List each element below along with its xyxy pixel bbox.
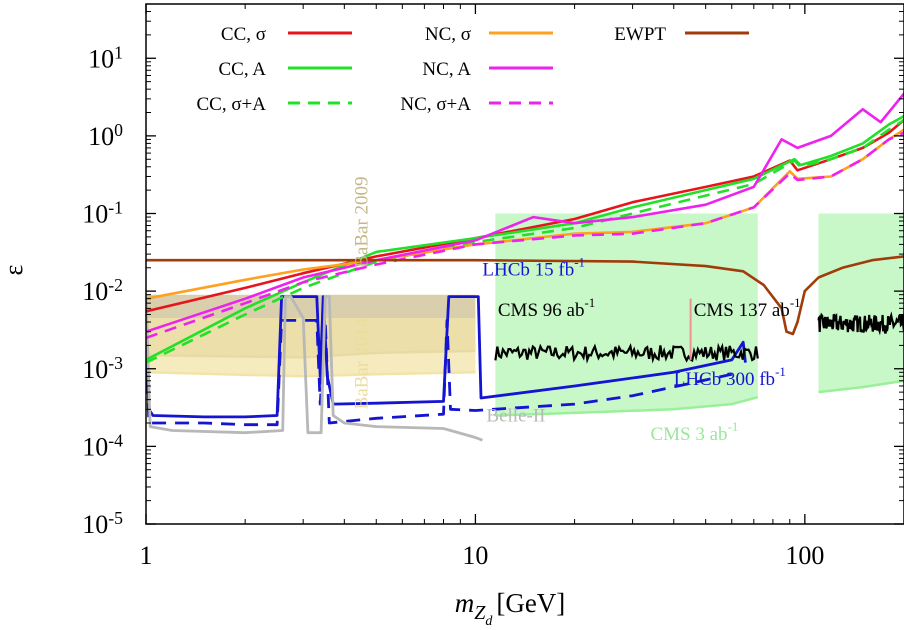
annotation-7: CMS 3 ab-1 bbox=[650, 419, 738, 445]
x-tick-label: 100 bbox=[785, 541, 824, 570]
annotation-0: BaBar 2009 bbox=[351, 176, 372, 267]
y-tick-label: 101 bbox=[88, 42, 123, 73]
cms-curve-1 bbox=[817, 311, 904, 336]
region-edge-1 bbox=[146, 371, 476, 378]
y-tick-label: 100 bbox=[88, 120, 123, 151]
annotation-3: CMS 96 ab-1 bbox=[498, 295, 595, 321]
legend-label-5: NC, σ+A bbox=[400, 94, 471, 115]
legend-label-3: NC, σ bbox=[425, 24, 471, 45]
limit-curve-1 bbox=[146, 311, 733, 427]
data-curves bbox=[146, 92, 904, 442]
limit-curve-2 bbox=[146, 295, 483, 442]
legend-label-6: EWPT bbox=[614, 24, 666, 45]
series-line-4 bbox=[146, 92, 904, 333]
annotation-1: BaBar 2014 bbox=[351, 318, 372, 410]
y-tick-label: 10-2 bbox=[82, 275, 123, 306]
series-line-5 bbox=[146, 131, 904, 340]
axis-ticks: 10-5 10-4 10-3 10-2 10-1 100 101 1 10 100 bbox=[82, 3, 904, 570]
annotation-2: LHCb 15 fb-1 bbox=[482, 254, 585, 280]
region-edge-2 bbox=[495, 395, 759, 417]
legend: CC, σ CC, A CC, σ+A NC, σ NC, A NC, σ+A EWPT bbox=[196, 24, 749, 115]
annotation-5: LHCb 300 fb-1 bbox=[674, 364, 786, 390]
x-tick-label: 1 bbox=[140, 541, 153, 570]
y-tick-label: 10-5 bbox=[82, 508, 123, 539]
region-3 bbox=[818, 213, 904, 393]
x-tick-label: 10 bbox=[462, 541, 488, 570]
legend-label-4: NC, A bbox=[422, 59, 471, 80]
y-tick-label: 10-4 bbox=[82, 430, 123, 461]
legend-label-0: CC, σ bbox=[221, 24, 266, 45]
region-edge-3 bbox=[818, 379, 904, 394]
annotation-4: CMS 137 ab-1 bbox=[694, 295, 801, 321]
annotation-6: Belle-II bbox=[486, 405, 545, 426]
annotations: BaBar 2009 BaBar 2014 LHCb 15 fb-1 CMS 96 a… bbox=[351, 176, 800, 445]
y-tick-label: 10-3 bbox=[82, 353, 123, 384]
series-line-2 bbox=[146, 118, 904, 364]
legend-label-1: CC, A bbox=[218, 59, 266, 80]
region-1 bbox=[146, 318, 476, 377]
legend-label-2: CC, σ+A bbox=[196, 94, 266, 115]
y-tick-label: 10-1 bbox=[82, 198, 123, 229]
series-line-6 bbox=[146, 255, 904, 336]
plot-frame bbox=[145, 3, 904, 525]
y-axis-label: ε bbox=[0, 264, 28, 275]
cms-curve-0 bbox=[494, 342, 759, 364]
x-axis-label: mZd[GeV] bbox=[455, 588, 566, 629]
